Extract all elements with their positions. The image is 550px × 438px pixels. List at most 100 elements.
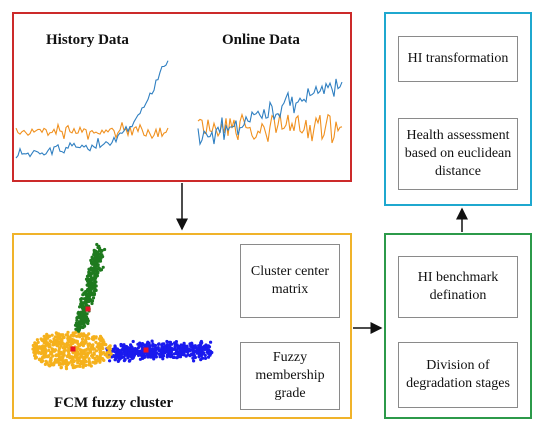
blue-point [168, 343, 172, 347]
blue-point [152, 355, 156, 360]
blue-point [193, 346, 197, 350]
orange-point [100, 345, 104, 349]
history-degradation-signal [15, 60, 169, 159]
blue-point [206, 355, 211, 359]
green-point [80, 316, 84, 320]
blue-point [165, 355, 169, 359]
orange-point [48, 345, 52, 349]
cluster-center-matrix-text: Cluster center matrix [250, 264, 330, 297]
hi-panel [384, 233, 532, 419]
blue-point [209, 352, 213, 356]
blue-point [179, 343, 183, 347]
orange-point [61, 333, 65, 337]
cluster-center-marker [85, 306, 91, 312]
blue-point [146, 340, 150, 344]
orange-point [40, 350, 44, 354]
orange-point [61, 359, 65, 364]
blue-point [133, 350, 137, 354]
blue-point [175, 348, 179, 352]
orange-point [58, 337, 62, 341]
orange-point [77, 332, 81, 336]
blue-point [136, 346, 140, 350]
blue-point [209, 340, 213, 344]
orange-point [105, 352, 109, 356]
cluster-center-matrix-box: Cluster center matrix [240, 244, 340, 318]
cluster-blue-points [105, 339, 214, 363]
green-point [83, 316, 87, 320]
blue-point [204, 347, 208, 351]
blue-point [161, 353, 165, 357]
blue-point [199, 358, 203, 362]
blue-point [122, 355, 126, 359]
orange-point [81, 350, 85, 354]
orange-point [75, 356, 79, 360]
orange-point [61, 362, 65, 366]
blue-point [182, 341, 186, 345]
blue-point [163, 345, 167, 350]
blue-point [171, 355, 175, 359]
green-point [89, 274, 93, 278]
online-baseline-line [197, 112, 343, 144]
fuzzy-membership-text: Fuzzy membership grade [255, 350, 325, 401]
green-point [89, 299, 94, 303]
blue-point [161, 357, 165, 361]
orange-point [100, 336, 104, 340]
orange-point [84, 340, 88, 344]
green-point [78, 305, 82, 309]
green-point [86, 321, 90, 326]
orange-point [34, 342, 38, 346]
hi-benchmark-text: HI benchmark defination [417, 270, 499, 303]
green-point [96, 264, 100, 268]
green-point [74, 321, 78, 325]
green-point [94, 275, 98, 279]
fcm-panel [12, 233, 352, 419]
orange-point [86, 351, 90, 355]
blue-point [181, 352, 185, 357]
orange-point [56, 344, 60, 348]
blue-point [161, 342, 165, 346]
orange-point [55, 360, 59, 364]
orange-point [65, 343, 69, 347]
blue-point [108, 359, 112, 363]
blue-point [199, 349, 204, 353]
orange-point [53, 358, 58, 362]
green-point [92, 282, 96, 286]
blue-point [127, 348, 131, 352]
cluster-orange-points [31, 329, 113, 371]
green-point [86, 274, 90, 278]
orange-point [40, 360, 44, 364]
orange-point [106, 355, 110, 359]
history-data-title: History Data [46, 32, 129, 48]
orange-point [78, 335, 82, 339]
green-point [79, 321, 83, 325]
green-point [85, 283, 89, 287]
orange-point [41, 345, 45, 349]
green-point [81, 304, 85, 308]
online-data-title: Online Data [222, 32, 300, 48]
orange-point [106, 346, 110, 350]
orange-point [100, 352, 104, 356]
orange-point [52, 361, 57, 365]
green-point [85, 312, 89, 316]
blue-point [141, 355, 146, 359]
green-point [95, 242, 99, 247]
green-point [96, 271, 100, 275]
blue-point [151, 348, 155, 352]
orange-point [65, 360, 69, 364]
blue-point [165, 343, 169, 347]
green-point [88, 290, 92, 294]
blue-point [165, 339, 169, 344]
cluster-green-points [73, 242, 107, 333]
orange-point [48, 339, 52, 343]
orange-point [71, 351, 75, 355]
orange-point [92, 335, 97, 339]
orange-point [45, 334, 50, 338]
blue-point [140, 342, 145, 346]
orange-point [102, 340, 106, 344]
orange-point [74, 364, 78, 369]
green-point [95, 259, 99, 263]
orange-point [79, 352, 83, 357]
